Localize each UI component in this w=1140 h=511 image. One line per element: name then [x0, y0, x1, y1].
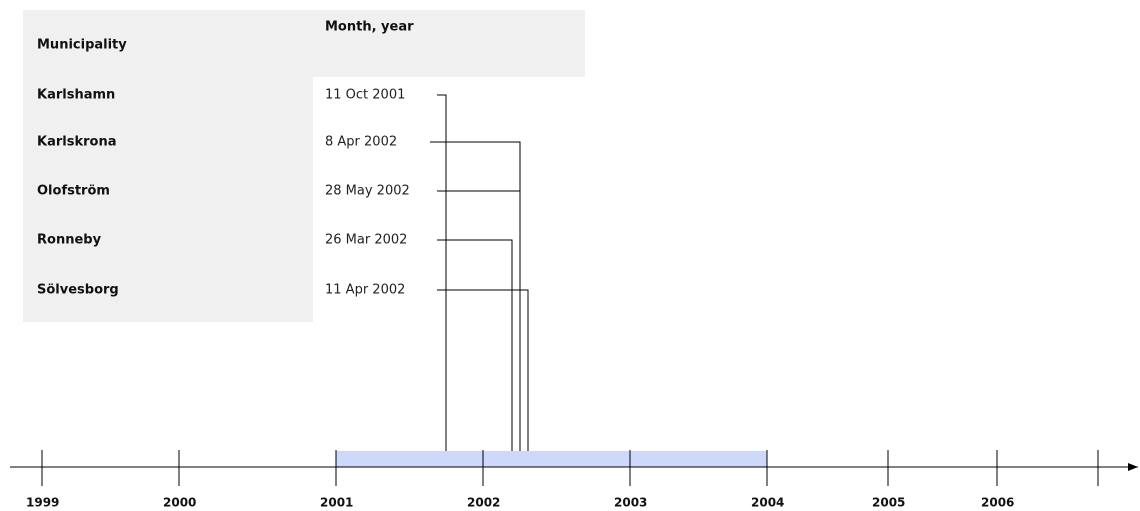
year-label: 2006 [981, 496, 1014, 510]
year-label: 2000 [163, 496, 196, 510]
date: 28 May 2002 [325, 184, 410, 199]
municipality: Sölvesborg [37, 283, 119, 298]
header-bg [23, 10, 585, 77]
name-column-bg [23, 77, 313, 322]
year-label: 2001 [320, 496, 353, 510]
period-band [336, 451, 767, 467]
municipality: Karlskrona [37, 135, 116, 150]
date: 26 Mar 2002 [325, 233, 407, 248]
year-label: 1999 [26, 496, 59, 510]
year-label: 2003 [614, 496, 647, 510]
municipality: Karlshamn [37, 88, 115, 103]
date: 11 Apr 2002 [325, 283, 405, 298]
municipality: Olofström [37, 184, 110, 199]
connectors [430, 94, 538, 463]
year-label: 2004 [751, 496, 784, 510]
date: 8 Apr 2002 [325, 135, 397, 150]
date: 11 Oct 2001 [325, 88, 405, 103]
header: Month, year [325, 20, 414, 35]
year-label: 2005 [872, 496, 905, 510]
header: Municipality [37, 38, 127, 53]
municipality: Ronneby [37, 233, 102, 248]
year-label: 2002 [467, 496, 500, 510]
